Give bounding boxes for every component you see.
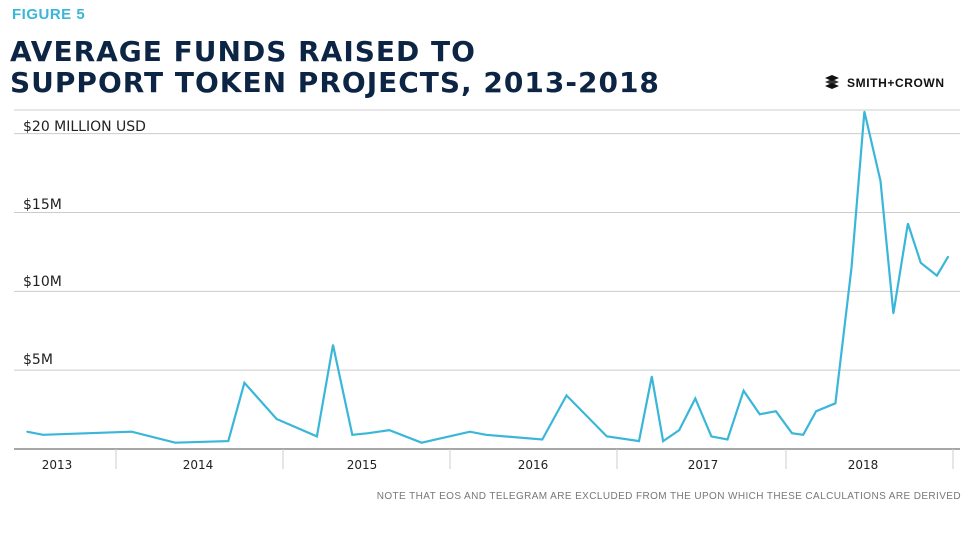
data-point (892, 312, 895, 315)
data-point (130, 430, 133, 433)
data-point (351, 434, 354, 436)
x-tick-label-2016: 2016 (517, 458, 549, 472)
data-point (605, 435, 608, 438)
x-tick-label-2015: 2015 (346, 458, 378, 472)
data-point (275, 418, 278, 420)
data-point (863, 110, 866, 113)
x-tick-label-2018: 2018 (847, 458, 879, 472)
x-tick-label-2017: 2017 (687, 458, 719, 472)
data-point (662, 440, 664, 442)
brand-logo: SMITH+CROWN (823, 74, 945, 92)
data-point (243, 381, 246, 384)
chart-title-line-1: AVERAGE FUNDS RAISED TO (10, 35, 476, 68)
data-point (42, 434, 44, 436)
data-point (802, 434, 805, 436)
data-point (174, 441, 176, 444)
data-point (907, 222, 909, 225)
chart-title: AVERAGE FUNDS RAISED TO SUPPORT TOKEN PR… (10, 36, 660, 98)
data-point (678, 429, 681, 431)
data-point (758, 413, 761, 416)
y-tick-label-5: $5M (23, 352, 53, 368)
data-point (775, 410, 777, 412)
gridlines (14, 109, 960, 371)
data-point (565, 394, 568, 397)
series-line-average-funds (26, 111, 950, 444)
brand-mark-icon (825, 75, 839, 89)
footnote: NOTE THAT EOS AND TELEGRAM ARE EXCLUDED … (376, 491, 961, 502)
chart-title-line-2: SUPPORT TOKEN PROJECTS, 2013-2018 (10, 66, 660, 99)
data-point (638, 440, 640, 442)
data-point (420, 441, 423, 444)
data-point (651, 375, 653, 378)
y-tick-label-20: $20 MILLION USD (23, 119, 146, 135)
data-point (850, 266, 853, 269)
data-point (316, 435, 318, 438)
data-point (469, 430, 471, 433)
data-point (694, 397, 697, 400)
x-tick-label-2014: 2014 (182, 458, 214, 472)
brand-name: SMITH+CROWN (847, 76, 945, 90)
data-point (332, 344, 334, 346)
data-point (919, 262, 922, 264)
data-point (541, 438, 544, 441)
data-point (936, 274, 938, 277)
data-point (815, 410, 817, 412)
data-point (726, 438, 729, 441)
y-tick-label-10: $10M (23, 274, 62, 290)
data-point (791, 432, 793, 435)
data-point (485, 434, 487, 436)
x-axis (14, 448, 960, 469)
x-tick-label-2013: 2013 (41, 458, 73, 472)
figure-label: FIGURE 5 (12, 6, 86, 23)
data-point (26, 430, 28, 433)
y-tick-label-15: $15M (23, 197, 62, 213)
data-point (388, 429, 391, 431)
data-point (879, 180, 882, 182)
data-point (710, 435, 713, 438)
series-layer (26, 110, 950, 444)
data-point (227, 440, 230, 442)
data-point (947, 255, 949, 258)
data-point (367, 432, 370, 435)
data-point (742, 389, 745, 392)
data-point (834, 402, 837, 405)
